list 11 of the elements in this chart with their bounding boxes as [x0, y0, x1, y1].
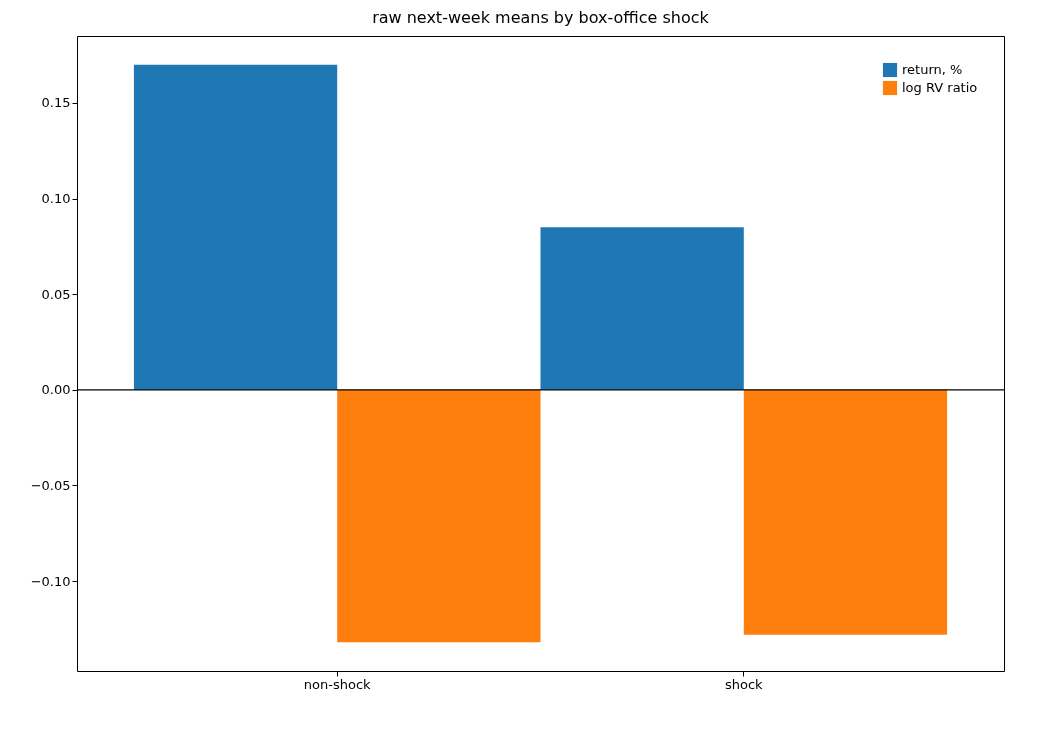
y-tick-label: 0.05 [41, 286, 71, 302]
y-tick-label: 0.00 [41, 382, 71, 398]
x-tick-label: shock [724, 676, 764, 692]
chart-title: raw next-week means by box-office shock [372, 8, 710, 27]
y-tick-label: −0.05 [30, 477, 71, 493]
legend-label: log RV ratio [902, 80, 978, 95]
y-tick-label: −0.10 [30, 573, 71, 589]
legend-label: return, % [902, 62, 963, 77]
x-tick-label: non-shock [303, 676, 372, 692]
y-tick-label: 0.15 [41, 95, 71, 111]
y-tick-label: 0.10 [41, 191, 71, 207]
